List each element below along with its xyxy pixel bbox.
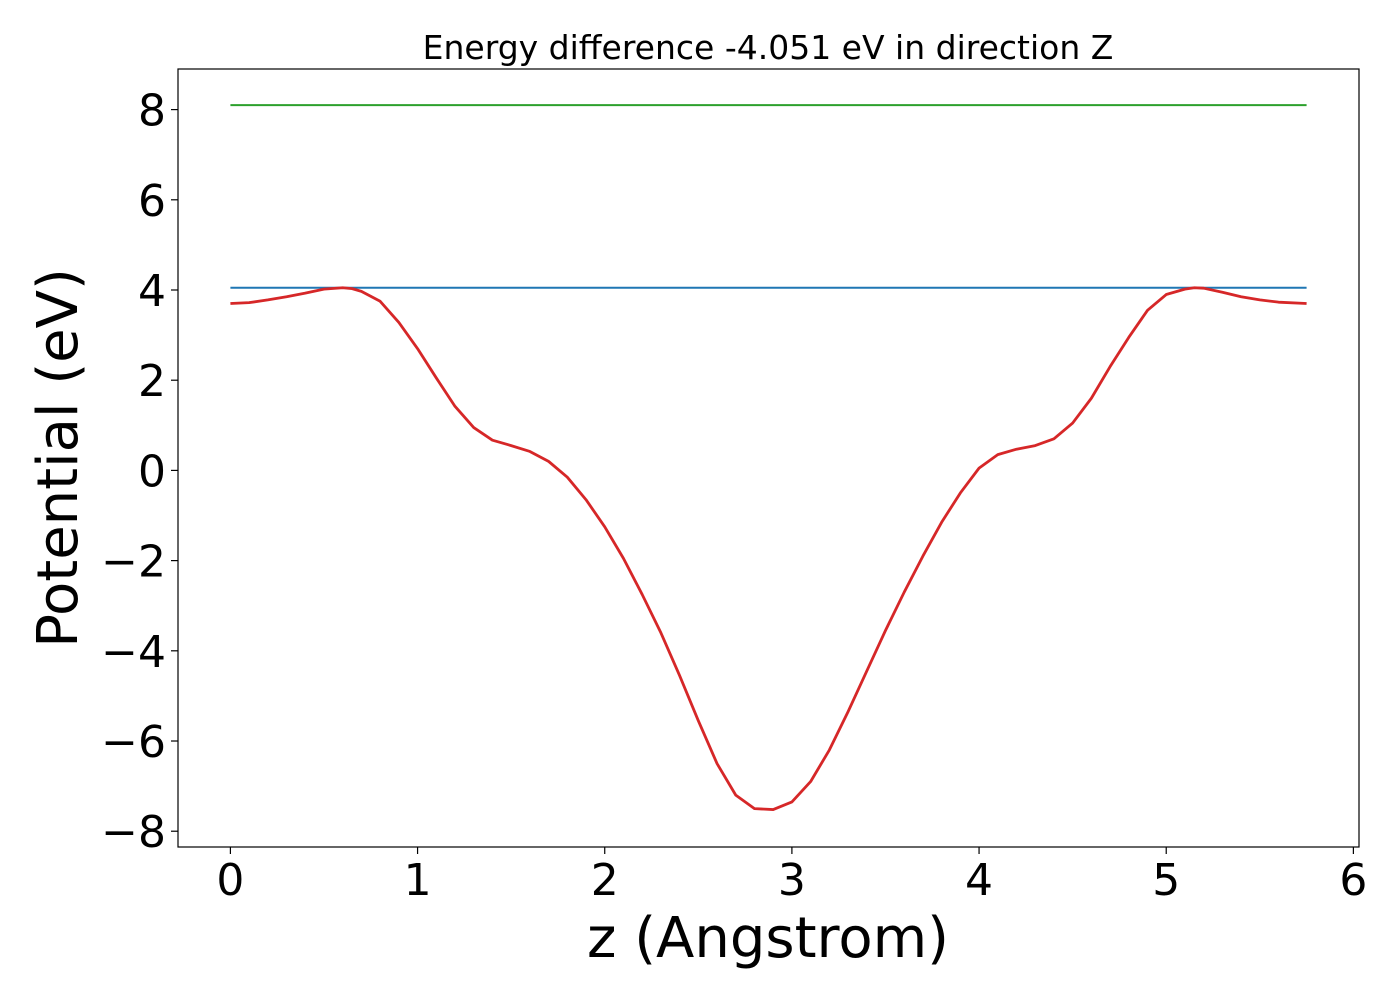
x-axis-label: z (Angstrom) (587, 906, 949, 971)
y-tick-label: 8 (138, 86, 166, 137)
y-tick-label: 2 (138, 356, 166, 407)
x-tick-label: 0 (216, 855, 244, 906)
y-tick-label: −8 (101, 807, 166, 858)
chart-title: Energy difference -4.051 eV in direction… (423, 28, 1114, 67)
x-tick-label: 4 (965, 855, 993, 906)
x-tick-label: 6 (1339, 855, 1367, 906)
x-tick-label: 5 (1152, 855, 1180, 906)
y-axis: −8 −6 −4 −2 0 2 4 6 8 (101, 86, 178, 858)
x-tick-label: 3 (778, 855, 806, 906)
plot-frame (177, 68, 1360, 848)
x-axis: 0 1 2 3 4 5 6 (216, 847, 1367, 906)
y-tick-label: 6 (138, 176, 166, 227)
y-tick-label: −6 (101, 717, 166, 768)
y-tick-label: −4 (101, 627, 166, 678)
x-tick-label: 2 (591, 855, 619, 906)
y-tick-label: 0 (138, 446, 166, 497)
series-line-2 (230, 286, 1307, 811)
plot-lines (230, 104, 1307, 811)
y-tick-label: −2 (101, 537, 166, 588)
x-tick-label: 1 (404, 855, 432, 906)
y-tick-label: 4 (138, 266, 166, 317)
y-axis-label: Potential (eV) (26, 268, 91, 648)
